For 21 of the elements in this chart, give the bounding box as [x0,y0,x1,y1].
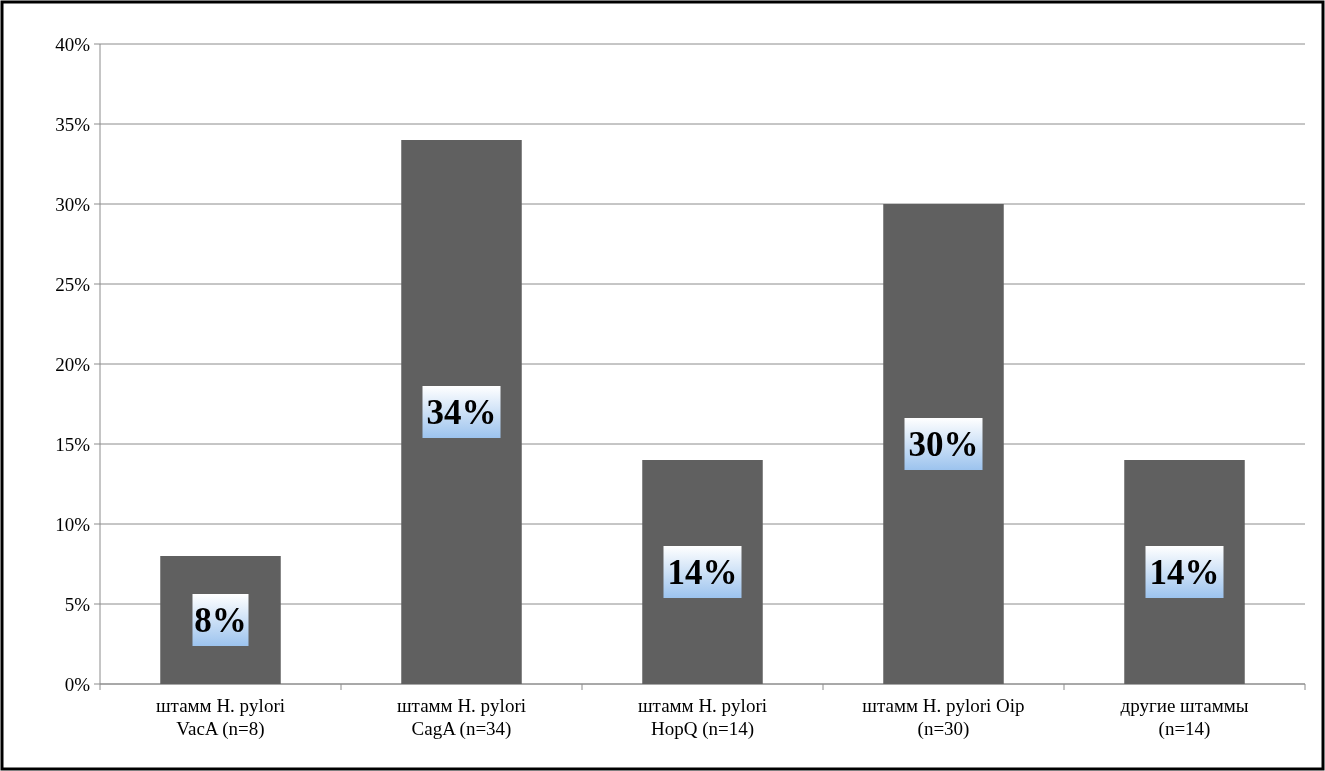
y-tick-label: 10% [55,513,91,535]
bar [401,140,522,684]
y-tick-label: 0% [64,673,91,695]
data-label: 34% [426,393,497,433]
x-tick-label: штамм H. pylori Oip (n=30) [862,695,1025,740]
data-label: 14% [667,553,738,593]
x-tick-label: штамм H. pylori VacA (n=8) [155,695,286,740]
data-label: 30% [908,425,979,465]
y-tick-label: 20% [55,353,91,375]
y-tick-label: 5% [64,593,91,615]
data-label: 14% [1149,553,1220,593]
y-tick-label: 15% [55,433,91,455]
x-tick-label: штамм H. pylori HopQ (n=14) [637,695,768,740]
y-tick-label: 35% [55,113,91,135]
y-tick-label: 30% [55,193,91,215]
y-tick-label: 40% [55,33,91,55]
data-label: 8% [194,601,247,641]
bar [883,204,1004,684]
x-tick-label: штамм H. pylori CagA (n=34) [396,695,527,740]
x-tick-label: другие штаммы (n=14) [1120,695,1249,740]
y-tick-label: 25% [55,273,91,295]
